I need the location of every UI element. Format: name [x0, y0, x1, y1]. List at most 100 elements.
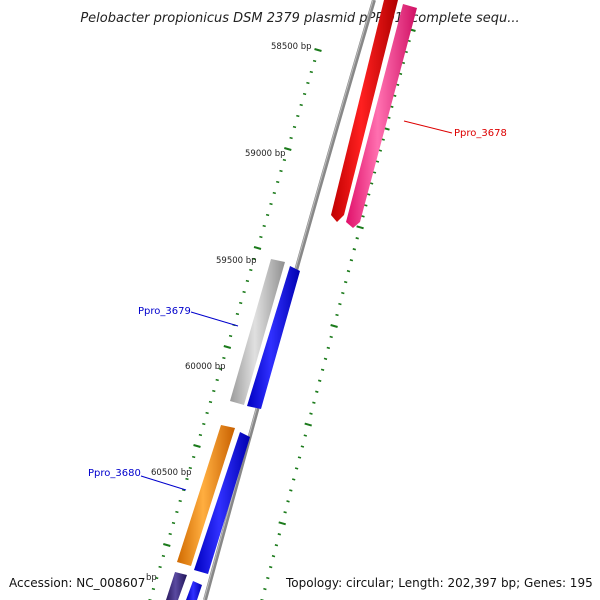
inner-tick-16: [262, 224, 266, 228]
outer-tick-48: [271, 554, 276, 558]
inner-tick-5: [299, 103, 303, 107]
inner-tick-43: [171, 521, 176, 525]
inner-tick-35: [198, 433, 203, 437]
inner-tick-26: [228, 334, 233, 338]
outer-tick-36: [304, 422, 312, 427]
gene-arrow-blue-3679[interactable]: [247, 266, 300, 409]
outer-tick-42: [289, 489, 293, 492]
outer-tick-38: [300, 445, 305, 448]
inner-tick-0: [314, 48, 322, 52]
inner-tick-39: [185, 477, 189, 481]
gene-arrow-gray[interactable]: [230, 259, 285, 405]
outer-tick-37: [303, 434, 308, 437]
inner-tick-44: [168, 532, 172, 536]
tick-label-60500: 60500 bp: [151, 468, 192, 478]
outer-tick-26: [335, 313, 339, 317]
inner-tick-32: [208, 400, 213, 404]
inner-tick-30: [215, 378, 219, 382]
inner-tick-33: [205, 411, 209, 415]
inner-tick-12: [275, 180, 280, 184]
inner-tick-21: [245, 279, 250, 283]
inner-tick-29: [218, 367, 223, 371]
inner-tick-40: [181, 488, 186, 492]
gene-arrow-pink[interactable]: [346, 4, 417, 228]
outer-tick-25: [338, 302, 342, 306]
tick-label-60000: 60000 bp: [185, 362, 226, 372]
inner-tick-8: [289, 136, 293, 140]
inner-tick-1: [312, 59, 317, 63]
gene-callout-ppro-3678[interactable]: Ppro_3678: [403, 120, 507, 139]
tick-label-59000: 59000 bp: [245, 149, 286, 159]
outer-tick-51: [263, 587, 267, 591]
inner-tick-3: [306, 81, 310, 85]
outer-tick-16: [364, 204, 368, 207]
outer-tick-21: [349, 259, 354, 262]
gene-arrow-blue-3680[interactable]: [194, 432, 250, 574]
outer-tick-18: [356, 225, 364, 230]
outer-tick-17: [361, 215, 365, 218]
inner-tick-14: [269, 202, 273, 206]
inner-tick-45: [163, 543, 171, 547]
gene-callout-ppro-3679[interactable]: Ppro_3679: [138, 306, 239, 327]
outer-tick-41: [291, 478, 296, 481]
outer-tick-7: [390, 105, 394, 108]
outer-tick-10: [381, 138, 385, 141]
tick-label-partial: bp: [146, 573, 157, 583]
inner-tick-ruler: [148, 48, 322, 600]
gene-label-ppro-3680[interactable]: Ppro_3680: [88, 468, 141, 479]
gene-label-ppro-3678[interactable]: Ppro_3678: [454, 128, 507, 139]
inner-tick-24: [235, 312, 240, 316]
inner-tick-31: [212, 389, 216, 393]
inner-tick-4: [302, 92, 307, 96]
inner-tick-41: [178, 499, 182, 503]
outer-tick-43: [286, 500, 290, 503]
gene-arrow-red[interactable]: [331, 0, 398, 222]
gene-label-ppro-3679[interactable]: Ppro_3679: [138, 306, 191, 317]
inner-tick-46: [161, 554, 166, 558]
inner-tick-42: [175, 510, 179, 514]
outer-tick-50: [266, 576, 270, 580]
inner-tick-38: [188, 466, 193, 470]
outer-tick-33: [315, 390, 319, 393]
inner-tick-49: [151, 587, 156, 591]
outer-tick-49: [268, 565, 273, 569]
inner-tick-23: [238, 301, 243, 305]
footer-summary: Topology: circular; Length: 202,397 bp; …: [285, 576, 593, 590]
outer-tick-14: [369, 182, 374, 185]
inner-tick-13: [272, 191, 277, 195]
inner-tick-18: [253, 246, 262, 250]
inner-tick-47: [158, 565, 162, 569]
inner-tick-22: [242, 290, 246, 294]
outer-tick-31: [320, 368, 325, 371]
tick-label-58500: 58500 bp: [271, 42, 312, 52]
outer-tick-40: [294, 467, 299, 470]
outer-tick-29: [326, 346, 331, 350]
outer-tick-45: [278, 521, 286, 526]
map-title: Pelobacter propionicus DSM 2379 plasmid …: [80, 11, 519, 26]
inner-tick-7: [292, 125, 297, 129]
outer-tick-27: [330, 324, 338, 328]
outer-tick-28: [329, 335, 333, 339]
inner-tick-2: [309, 70, 314, 74]
gene-arrow-purple[interactable]: [166, 572, 187, 600]
footer-accession-bg: [4, 572, 146, 592]
gene-callout-ppro-3680[interactable]: Ppro_3680: [88, 468, 187, 491]
footer-accession: Accession: NC_008607: [9, 576, 145, 590]
footer-summary-bg: [283, 572, 597, 592]
inner-tick-37: [191, 455, 196, 459]
outer-tick-13: [372, 171, 377, 174]
inner-tick-34: [202, 422, 206, 426]
gene-arrow-blue-bottom[interactable]: [186, 581, 202, 600]
tick-label-59500: 59500 bp: [216, 256, 257, 266]
inner-tick-20: [249, 268, 253, 272]
inner-tick-15: [265, 213, 270, 217]
inner-tick-10: [282, 158, 287, 162]
outer-tick-39: [297, 456, 302, 459]
outer-tick-8: [387, 116, 391, 119]
outer-tick-34: [312, 401, 316, 404]
gene-arrow-orange[interactable]: [177, 425, 235, 566]
outer-tick-30: [323, 357, 328, 361]
inner-tick-48: [154, 576, 159, 580]
outer-tick-19: [355, 237, 359, 240]
